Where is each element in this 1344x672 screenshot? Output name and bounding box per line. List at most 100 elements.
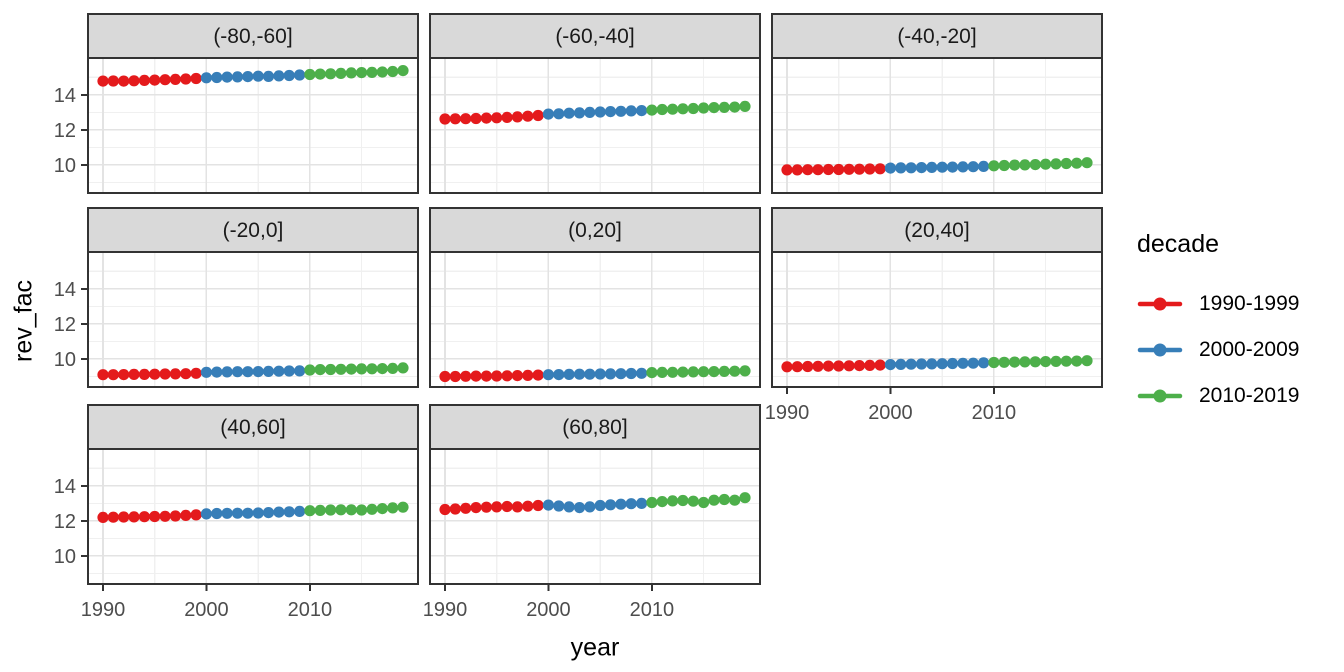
- data-point: [843, 163, 855, 175]
- data-point: [376, 503, 388, 515]
- data-point: [708, 494, 720, 506]
- facet-strip: [771, 13, 1103, 59]
- data-point: [677, 494, 689, 507]
- data-point: [677, 366, 689, 378]
- data-point: [190, 367, 202, 379]
- data-point: [128, 368, 140, 380]
- facet-strip: [429, 13, 761, 59]
- data-point: [511, 370, 523, 382]
- data-point: [604, 106, 617, 118]
- data-point: [501, 111, 513, 123]
- data-point: [522, 110, 534, 122]
- data-point: [812, 360, 824, 372]
- x-tick-label: 2010: [288, 599, 333, 621]
- facet-strip-label: (-80,-60]: [213, 25, 292, 48]
- data-point: [366, 503, 378, 515]
- facet-strip-label: (40,60]: [220, 416, 285, 439]
- data-point: [563, 368, 575, 380]
- data-point: [273, 70, 285, 82]
- data-point: [294, 505, 306, 517]
- data-point: [1060, 355, 1072, 367]
- data-point: [294, 69, 306, 81]
- data-point: [563, 501, 575, 513]
- facet-panel: (20,40] 1990 2000 2010: [765, 207, 1103, 424]
- data-point: [853, 163, 866, 175]
- data-point: [169, 73, 181, 85]
- data-point: [283, 365, 295, 377]
- data-point: [532, 109, 544, 122]
- data-point: [356, 363, 368, 375]
- data-point: [128, 511, 140, 523]
- data-point: [480, 501, 492, 513]
- data-point: [1060, 157, 1072, 170]
- data-point: [594, 106, 606, 118]
- data-point: [294, 365, 306, 377]
- data-point: [646, 496, 658, 509]
- data-point: [708, 366, 720, 378]
- data-point: [180, 509, 192, 521]
- data-point: [273, 365, 285, 377]
- data-point: [356, 504, 368, 516]
- x-tick-label: 2000: [526, 599, 571, 621]
- data-point: [584, 368, 596, 380]
- data-point: [1009, 159, 1021, 171]
- data-point: [604, 368, 617, 380]
- data-point: [802, 360, 814, 373]
- y-tick-label: 14: [54, 85, 76, 107]
- data-point: [149, 74, 161, 86]
- data-point: [905, 162, 917, 174]
- data-point: [553, 500, 565, 512]
- y-tick-label: 10: [54, 546, 76, 568]
- data-point: [211, 366, 223, 378]
- data-point: [1009, 356, 1021, 368]
- data-point: [978, 160, 990, 172]
- legend-item: 1990-1999: [1137, 281, 1299, 327]
- data-point: [739, 100, 751, 112]
- data-point: [915, 358, 928, 370]
- data-point: [646, 104, 658, 116]
- data-point: [946, 357, 959, 370]
- legend-key-icon: [1137, 389, 1183, 403]
- data-point: [553, 369, 565, 381]
- data-point: [656, 496, 668, 508]
- data-point: [262, 365, 275, 377]
- data-point: [656, 366, 668, 378]
- data-point: [366, 66, 378, 78]
- data-point: [687, 102, 699, 115]
- data-point: [200, 72, 212, 84]
- data-point: [491, 501, 503, 513]
- data-point: [1071, 157, 1083, 169]
- data-point: [573, 107, 586, 119]
- data-point: [615, 368, 627, 380]
- data-point: [376, 363, 388, 375]
- data-point: [957, 357, 969, 369]
- facet-strip-label: (-20,0]: [223, 219, 284, 242]
- facet-panel: (60,80] 1990 2000 2010: [423, 404, 761, 621]
- data-point: [211, 71, 223, 84]
- facet-panel: (-40,-20]: [771, 13, 1103, 194]
- data-point: [636, 497, 648, 509]
- data-point: [501, 370, 513, 382]
- data-point: [874, 359, 886, 371]
- data-point: [781, 164, 793, 176]
- data-point: [107, 369, 119, 381]
- x-tick-label: 2000: [184, 599, 229, 621]
- data-point: [1029, 159, 1041, 171]
- legend: decade 1990-1999 2000-2009 2010-2019: [1137, 230, 1299, 419]
- data-point: [242, 71, 254, 83]
- data-point: [449, 113, 461, 125]
- data-point: [843, 360, 855, 372]
- data-point: [802, 164, 814, 176]
- data-point: [97, 511, 109, 523]
- data-point: [304, 68, 316, 81]
- legend-key-point: [1153, 343, 1167, 357]
- legend-key-icon: [1137, 343, 1183, 357]
- x-axis-title: year: [570, 633, 620, 662]
- facet-panel: (40,60] 10 12 14 1990 2000 2010: [54, 404, 419, 621]
- facet-panel: (-80,-60] 10 12 14: [54, 13, 419, 194]
- data-point: [812, 164, 824, 176]
- facet-strip: [771, 207, 1103, 253]
- data-point: [169, 368, 181, 380]
- data-point: [791, 361, 803, 373]
